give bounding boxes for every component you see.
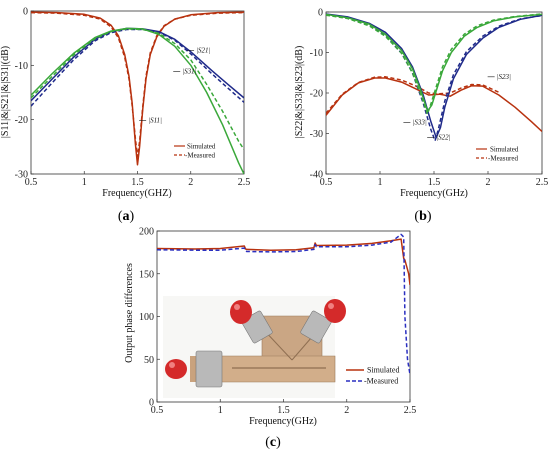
panel-label-open: ( <box>265 435 270 450</box>
annotation-group: |S23| |S33| |S22| <box>403 73 511 142</box>
y-tick-label: 100 <box>139 312 154 323</box>
series-line-4 <box>326 14 542 142</box>
legend-prefix: - <box>185 152 188 160</box>
y-tick-label: -30 <box>310 129 323 140</box>
y-tick-label: 200 <box>139 227 154 238</box>
y-axis-label: |S11|&|S21|&|S31|(dB) <box>0 46 11 138</box>
legend-label-measured: -Measured <box>364 377 398 386</box>
panel-label-letter: a <box>123 209 130 224</box>
legend-label-measured: -Measured <box>488 155 518 163</box>
legend: Simulated -Measured <box>346 366 399 386</box>
x-tick-label: 1.5 <box>428 177 441 188</box>
y-tick-label: 150 <box>139 269 154 280</box>
x-tick-label: 1 <box>82 177 87 188</box>
annotation-label: |S22| <box>436 134 450 142</box>
panel-label-close: ) <box>276 435 281 450</box>
y-tick-label: 0 <box>318 8 323 19</box>
legend-label-simulated: Simulated <box>187 143 216 151</box>
x-tick-label: 2 <box>188 177 193 188</box>
sma-connector-cap <box>165 359 187 379</box>
connector-highlight <box>234 304 240 310</box>
series-group <box>326 13 542 142</box>
y-tick-label: -20 <box>15 115 28 126</box>
chart-panel-a: 0.5 1 1.5 2 2.5 0 -10 -20 -30 Frequency(GHZ) |S1… <box>0 7 250 225</box>
y-tick-label: -30 <box>15 170 28 181</box>
tick-group: 0.5 1 1.5 2 2.5 0 50 100 150 200 <box>139 227 416 417</box>
connector-highlight <box>328 303 334 309</box>
panel-label-letter: c <box>270 435 276 450</box>
panel-label-open: ( <box>118 209 123 224</box>
x-tick-label: 0.5 <box>151 405 164 416</box>
panel-label-close: ) <box>130 209 135 224</box>
x-tick-label: 1.5 <box>277 405 290 416</box>
y-tick-label: 0 <box>149 398 154 409</box>
y-tick-label: 50 <box>144 355 154 366</box>
x-tick-label: 2.5 <box>238 177 251 188</box>
annotation-label: |S21| <box>196 46 210 54</box>
x-tick-label: 2 <box>344 405 349 416</box>
legend: Simulated -Measured <box>476 146 519 163</box>
circuit-photo <box>163 296 346 398</box>
y-tick-label: -40 <box>310 170 323 181</box>
panel-label-close: ) <box>427 209 432 224</box>
board-main <box>204 355 336 383</box>
series-line-5 <box>326 13 542 112</box>
legend-entry: Measured <box>490 155 518 163</box>
panel-label-a: (a) <box>118 209 135 224</box>
legend-label-simulated: Simulated <box>367 366 399 375</box>
legend-prefix: - <box>364 377 367 386</box>
annotation-label: |S31| <box>182 67 196 75</box>
x-axis-label: Frequency(GHz) <box>400 188 468 199</box>
x-tick-label: 2 <box>486 177 491 188</box>
chart-panel-b: 0.5 1 1.5 2 2.50-10-20-30-40 Frequency(GHz) … <box>294 8 548 225</box>
connector-flange <box>195 350 223 388</box>
annotation-label: |S11| <box>148 116 162 124</box>
panel-label-c: (c) <box>265 435 281 450</box>
x-tick-label: 1.5 <box>131 177 144 188</box>
legend-entry: Measured <box>367 377 399 386</box>
chart-panel-c: 0.5 1 1.5 2 2.5 0 50 100 150 200 Frequency(GHz) O… <box>124 227 416 451</box>
annotation-label: |S23| <box>497 73 511 81</box>
x-tick-label: 2.5 <box>404 405 417 416</box>
legend-prefix: - <box>488 155 491 163</box>
legend-label-simulated: Simulated <box>490 146 519 154</box>
x-tick-label: 0.5 <box>25 177 38 188</box>
panel-label-letter: b <box>419 209 427 224</box>
y-tick-label: -10 <box>15 61 28 72</box>
series-group <box>157 233 410 375</box>
y-tick-label: -10 <box>310 48 323 59</box>
series-line-1 <box>157 238 410 285</box>
x-axis-label: Frequency(GHz) <box>249 416 317 427</box>
y-axis-label: |S22|&|S33|&|S23|(dB) <box>294 46 305 139</box>
x-tick-label: 1 <box>378 177 383 188</box>
series-line-2 <box>326 76 500 114</box>
connector-flange <box>300 310 332 344</box>
series-line-6 <box>31 28 244 150</box>
tick-group: 0.5 1 1.5 2 2.5 0 -10 -20 -30 <box>15 7 251 189</box>
series-line-2 <box>157 233 410 375</box>
annotation-group: |S21| |S31| |S11| <box>139 46 210 124</box>
legend-label-measured: -Measured <box>185 152 215 160</box>
y-axis-label: Output phase differences <box>124 263 135 363</box>
panel-label-open: ( <box>414 209 419 224</box>
sma-connector-cap <box>324 299 346 323</box>
sma-connector-cap <box>230 300 252 324</box>
panel-label-b: (b) <box>414 209 431 224</box>
tick-group: 0.5 1 1.5 2 2.5 0 -10 -20 -30 -40 <box>310 8 549 189</box>
annotation-label: |S33| <box>412 119 426 127</box>
x-tick-label: 2.5 <box>536 177 549 188</box>
x-axis-label: Frequency(GHZ) <box>102 188 171 199</box>
legend: Simulated -Measured <box>174 143 216 160</box>
connector-highlight <box>169 362 175 368</box>
series-line-2 <box>31 11 244 158</box>
series-line-1 <box>326 77 542 133</box>
series-group <box>31 11 244 174</box>
y-tick-label: 0 <box>23 7 28 18</box>
legend-entry: Measured <box>187 152 215 160</box>
series-line-6 <box>326 13 542 115</box>
x-tick-label: 1 <box>218 405 223 416</box>
x-tick-label: 0.5 <box>320 177 333 188</box>
y-tick-label: -20 <box>310 89 323 100</box>
